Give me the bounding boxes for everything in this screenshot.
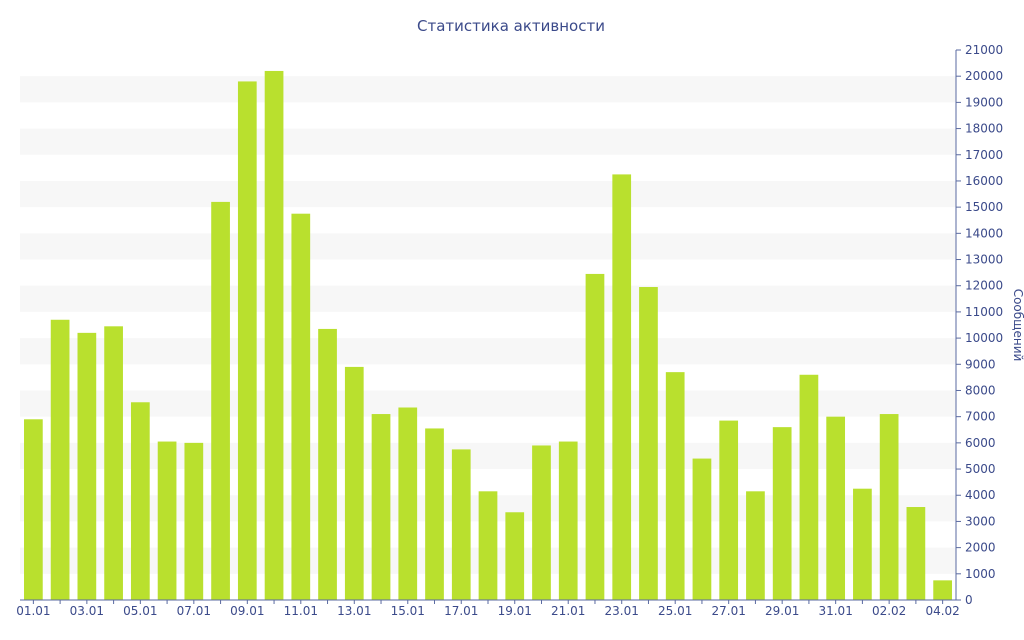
bar-08.01[interactable] [211, 201, 230, 600]
x-tick-label: 09.01 [230, 604, 264, 618]
bar-24.01[interactable] [639, 287, 658, 600]
grid-band [20, 128, 956, 155]
bar-04.01[interactable] [104, 326, 123, 600]
y-tick-label: 13000 [965, 253, 1003, 267]
y-tick-label: 15000 [965, 200, 1003, 214]
bar-18.01[interactable] [478, 491, 498, 600]
bar-09.01[interactable] [237, 81, 257, 600]
y-tick-label: 9000 [965, 357, 996, 371]
x-tick-label: 03.01 [70, 604, 104, 618]
bar-14.01[interactable] [371, 414, 391, 600]
x-tick-label: 02.02 [872, 604, 906, 618]
bar-05.01[interactable] [130, 402, 150, 600]
y-tick-label: 14000 [965, 226, 1003, 240]
bar-25.01[interactable] [665, 372, 685, 600]
y-tick-label: 19000 [965, 95, 1003, 109]
x-axis-ticks: 01.01 03.01 05.01 07.01 09.01 11.01 13.01 15.01… [16, 600, 960, 618]
grid-band [20, 285, 956, 312]
x-tick-label: 13.01 [337, 604, 371, 618]
y-tick-label: 11000 [965, 305, 1003, 319]
bar-01.02[interactable] [853, 488, 872, 600]
bar-21.01[interactable] [558, 441, 578, 600]
bar-07.01[interactable] [184, 442, 204, 600]
grid-band [20, 338, 956, 365]
bar-26.01[interactable] [692, 458, 712, 600]
bar-19.01[interactable] [505, 512, 525, 600]
y-tick-label: 4000 [965, 488, 996, 502]
grid-band [20, 76, 956, 103]
bar-23.01[interactable] [612, 174, 632, 600]
grid-band [20, 180, 956, 208]
bar-10.01[interactable] [264, 70, 284, 600]
x-tick-label: 31.01 [818, 604, 852, 618]
x-tick-label: 04.02 [925, 604, 959, 618]
x-tick-label: 21.01 [551, 604, 585, 618]
y-tick-label: 0 [965, 593, 973, 607]
x-tick-label: 23.01 [605, 604, 639, 618]
x-tick-label: 11.01 [284, 604, 318, 618]
bar-01.01[interactable] [24, 419, 43, 600]
bars-group [24, 70, 952, 601]
x-tick-label: 01.01 [16, 604, 50, 618]
y-tick-label: 10000 [965, 331, 1003, 345]
y-tick-label: 7000 [965, 410, 996, 424]
y-axis-label: Сообщений [1011, 289, 1024, 362]
bar-28.01[interactable] [746, 491, 765, 600]
y-tick-label: 3000 [965, 514, 996, 528]
bar-27.01[interactable] [719, 420, 739, 600]
x-tick-label: 15.01 [391, 604, 425, 618]
y-tick-label: 20000 [965, 69, 1003, 83]
bar-29.01[interactable] [772, 427, 792, 600]
y-tick-label: 8000 [965, 383, 996, 397]
y-tick-label: 17000 [965, 148, 1003, 162]
y-tick-label: 5000 [965, 462, 996, 476]
bar-22.01[interactable] [585, 273, 605, 600]
y-axis-ticks: 0 1000 2000 3000 4000 5000 6000 7000 8000 9000 100… [956, 43, 1003, 607]
y-tick-label: 16000 [965, 174, 1003, 188]
bar-04.02[interactable] [933, 580, 952, 600]
x-tick-label: 19.01 [498, 604, 532, 618]
x-tick-label: 29.01 [765, 604, 799, 618]
y-tick-label: 21000 [965, 43, 1003, 57]
bar-31.01[interactable] [826, 416, 846, 600]
bar-20.01[interactable] [532, 445, 551, 600]
x-tick-label: 17.01 [444, 604, 478, 618]
x-tick-label: 05.01 [123, 604, 157, 618]
bar-17.01[interactable] [451, 449, 471, 600]
x-tick-label: 25.01 [658, 604, 692, 618]
bar-30.01[interactable] [799, 374, 819, 600]
bar-02.01[interactable] [50, 319, 70, 600]
y-tick-label: 1000 [965, 567, 996, 581]
x-tick-label: 27.01 [712, 604, 746, 618]
bar-16.01[interactable] [425, 428, 444, 600]
bar-13.01[interactable] [344, 366, 364, 600]
bar-15.01[interactable] [398, 407, 418, 601]
bar-12.01[interactable] [318, 328, 337, 600]
x-tick-label: 07.01 [177, 604, 211, 618]
y-tick-label: 12000 [965, 279, 1003, 293]
y-tick-label: 18000 [965, 122, 1003, 136]
bar-03.01[interactable] [77, 332, 97, 600]
bar-06.01[interactable] [157, 441, 177, 600]
y-tick-label: 6000 [965, 436, 996, 450]
bar-03.02[interactable] [906, 507, 926, 600]
chart-title: Статистика активности [417, 17, 605, 35]
bar-11.01[interactable] [291, 213, 311, 600]
y-tick-label: 2000 [965, 541, 996, 555]
grid-band [20, 233, 956, 260]
bar-02.02[interactable] [879, 414, 899, 600]
